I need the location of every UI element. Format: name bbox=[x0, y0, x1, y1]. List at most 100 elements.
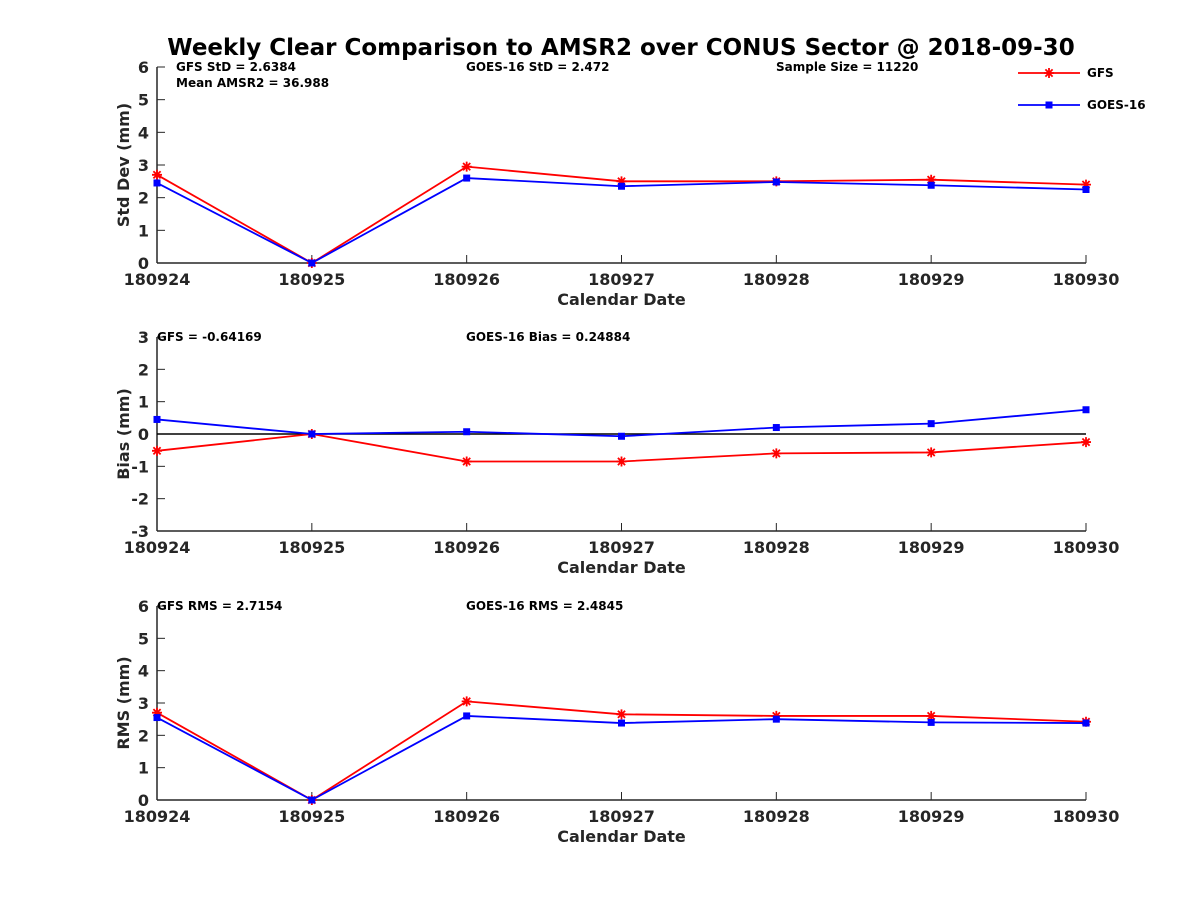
y-tick-label: 3 bbox=[138, 156, 149, 175]
x-axis-label: Calendar Date bbox=[557, 290, 686, 309]
stat-annotation: GFS StD = 2.6384 bbox=[176, 60, 296, 74]
y-tick-label: 4 bbox=[138, 662, 149, 681]
chart-title: Weekly Clear Comparison to AMSR2 over CO… bbox=[167, 35, 1074, 61]
x-tick-label: 180930 bbox=[1053, 270, 1120, 289]
x-tick-label: 180927 bbox=[588, 807, 655, 826]
y-tick-label: 0 bbox=[138, 425, 149, 444]
y-tick-label: 2 bbox=[138, 189, 149, 208]
goes-16-series-line bbox=[156, 408, 1087, 438]
gfs-data-point bbox=[461, 696, 472, 707]
x-tick-label: 180927 bbox=[588, 270, 655, 289]
x-tick-label: 180928 bbox=[743, 270, 810, 289]
y-tick-label: 4 bbox=[138, 123, 149, 142]
goes-16-data-point bbox=[153, 415, 161, 423]
y-tick-label: -2 bbox=[131, 490, 149, 509]
stat-annotation: GOES-16 Bias = 0.24884 bbox=[466, 330, 630, 344]
x-tick-label: 180926 bbox=[433, 270, 500, 289]
goes-16-data-point bbox=[1082, 719, 1090, 727]
goes-16-series-line bbox=[156, 715, 1087, 802]
x-tick-label: 180928 bbox=[743, 807, 810, 826]
x-axis-label: Calendar Date bbox=[557, 558, 686, 577]
goes-16-data-point bbox=[927, 420, 935, 428]
stat-annotation: GOES-16 RMS = 2.4845 bbox=[466, 599, 623, 613]
gfs-data-point bbox=[1081, 179, 1091, 190]
rms-panel: 0 1 2 3 4 5 6 180924 180925 180926 180927 180928 180… bbox=[114, 597, 1119, 846]
y-tick-label: 0 bbox=[138, 254, 149, 273]
goes-16-data-point bbox=[308, 430, 316, 438]
y-tick-label: 2 bbox=[138, 360, 149, 379]
x-tick-label: 180929 bbox=[898, 807, 965, 826]
gfs-data-point bbox=[152, 445, 162, 456]
y-tick-label: 0 bbox=[138, 791, 149, 810]
goes-16-data-point bbox=[927, 181, 935, 189]
x-tick-label: 180924 bbox=[124, 807, 191, 826]
x-tick-label: 180929 bbox=[898, 270, 965, 289]
x-tick-label: 180925 bbox=[278, 270, 345, 289]
y-tick-label: 6 bbox=[138, 58, 149, 77]
x-tick-label: 180930 bbox=[1053, 538, 1120, 557]
stat-annotation: GOES-16 StD = 2.472 bbox=[466, 60, 609, 74]
goes-16-data-point bbox=[308, 259, 316, 267]
gfs-data-point bbox=[461, 456, 472, 467]
bias-panel: -3 -2 -1 0 1 2 3 180924 180925 180926 180927 180928… bbox=[114, 328, 1119, 577]
gfs-data-point bbox=[926, 174, 937, 185]
x-tick-label: 180925 bbox=[278, 807, 345, 826]
y-tick-label: 3 bbox=[138, 328, 149, 347]
stat-annotation: Mean AMSR2 = 36.988 bbox=[176, 76, 329, 90]
stat-annotation: GFS = -0.64169 bbox=[157, 330, 262, 344]
goes-16-data-point bbox=[308, 796, 316, 804]
gfs-data-point bbox=[152, 707, 162, 718]
y-tick-label: 2 bbox=[138, 726, 149, 745]
x-tick-label: 180928 bbox=[743, 538, 810, 557]
y-tick-label: -1 bbox=[131, 457, 149, 476]
goes-16-data-point bbox=[618, 432, 625, 440]
x-tick-label: 180924 bbox=[124, 538, 191, 557]
goes-16-data-point bbox=[927, 718, 935, 726]
goes-16-data-point bbox=[772, 424, 780, 432]
goes-16-data-point bbox=[1082, 186, 1090, 193]
gfs-data-point bbox=[152, 169, 162, 180]
y-tick-label: 5 bbox=[138, 91, 149, 110]
gfs-data-point bbox=[771, 448, 782, 459]
goes-16-data-point bbox=[153, 714, 161, 722]
y-tick-label: 1 bbox=[138, 221, 149, 240]
goes-16-data-point bbox=[463, 428, 471, 436]
gfs-data-point bbox=[616, 456, 627, 467]
y-axis-label: Std Dev (mm) bbox=[114, 103, 133, 227]
y-tick-label: 1 bbox=[138, 759, 149, 778]
x-tick-label: 180926 bbox=[433, 807, 500, 826]
x-tick-label: 180926 bbox=[433, 538, 500, 557]
x-tick-label: 180929 bbox=[898, 538, 965, 557]
x-tick-label: 180924 bbox=[124, 270, 191, 289]
goes-16-data-point bbox=[463, 174, 471, 182]
goes-16-data-point bbox=[463, 712, 471, 720]
goes-16-series-line bbox=[156, 177, 1087, 265]
y-tick-label: 5 bbox=[138, 629, 149, 648]
gfs-data-point bbox=[461, 161, 472, 172]
goes-16-data-point bbox=[772, 715, 780, 723]
gfs-data-point bbox=[926, 447, 937, 458]
stat-annotation: GFS RMS = 2.7154 bbox=[157, 599, 282, 613]
gfs-data-point bbox=[616, 176, 627, 187]
x-tick-label: 180930 bbox=[1053, 807, 1120, 826]
gfs-data-point bbox=[616, 709, 627, 720]
y-axis-label: Bias (mm) bbox=[114, 388, 133, 480]
goes-16-data-point bbox=[772, 178, 780, 186]
gfs-data-point bbox=[926, 710, 937, 721]
y-tick-label: 3 bbox=[138, 694, 149, 713]
legend-marker bbox=[1045, 101, 1053, 109]
std-dev-panel: 0 1 2 3 4 5 6 180924 180925 180926 180927 180928 180… bbox=[114, 58, 1119, 309]
y-tick-label: 1 bbox=[138, 393, 149, 412]
legend-entry: GFS bbox=[1087, 66, 1114, 80]
x-axis-label: Calendar Date bbox=[557, 827, 686, 846]
goes-16-data-point bbox=[618, 719, 625, 727]
y-tick-label: 6 bbox=[138, 597, 149, 616]
y-axis-label: RMS (mm) bbox=[114, 656, 133, 749]
x-tick-label: 180927 bbox=[588, 538, 655, 557]
goes-16-data-point bbox=[1082, 406, 1090, 414]
gfs-data-point bbox=[1081, 437, 1091, 448]
stat-annotation: Sample Size = 11220 bbox=[776, 60, 918, 74]
legend-entry: GOES-16 bbox=[1087, 98, 1146, 112]
legend-marker bbox=[1044, 68, 1054, 78]
